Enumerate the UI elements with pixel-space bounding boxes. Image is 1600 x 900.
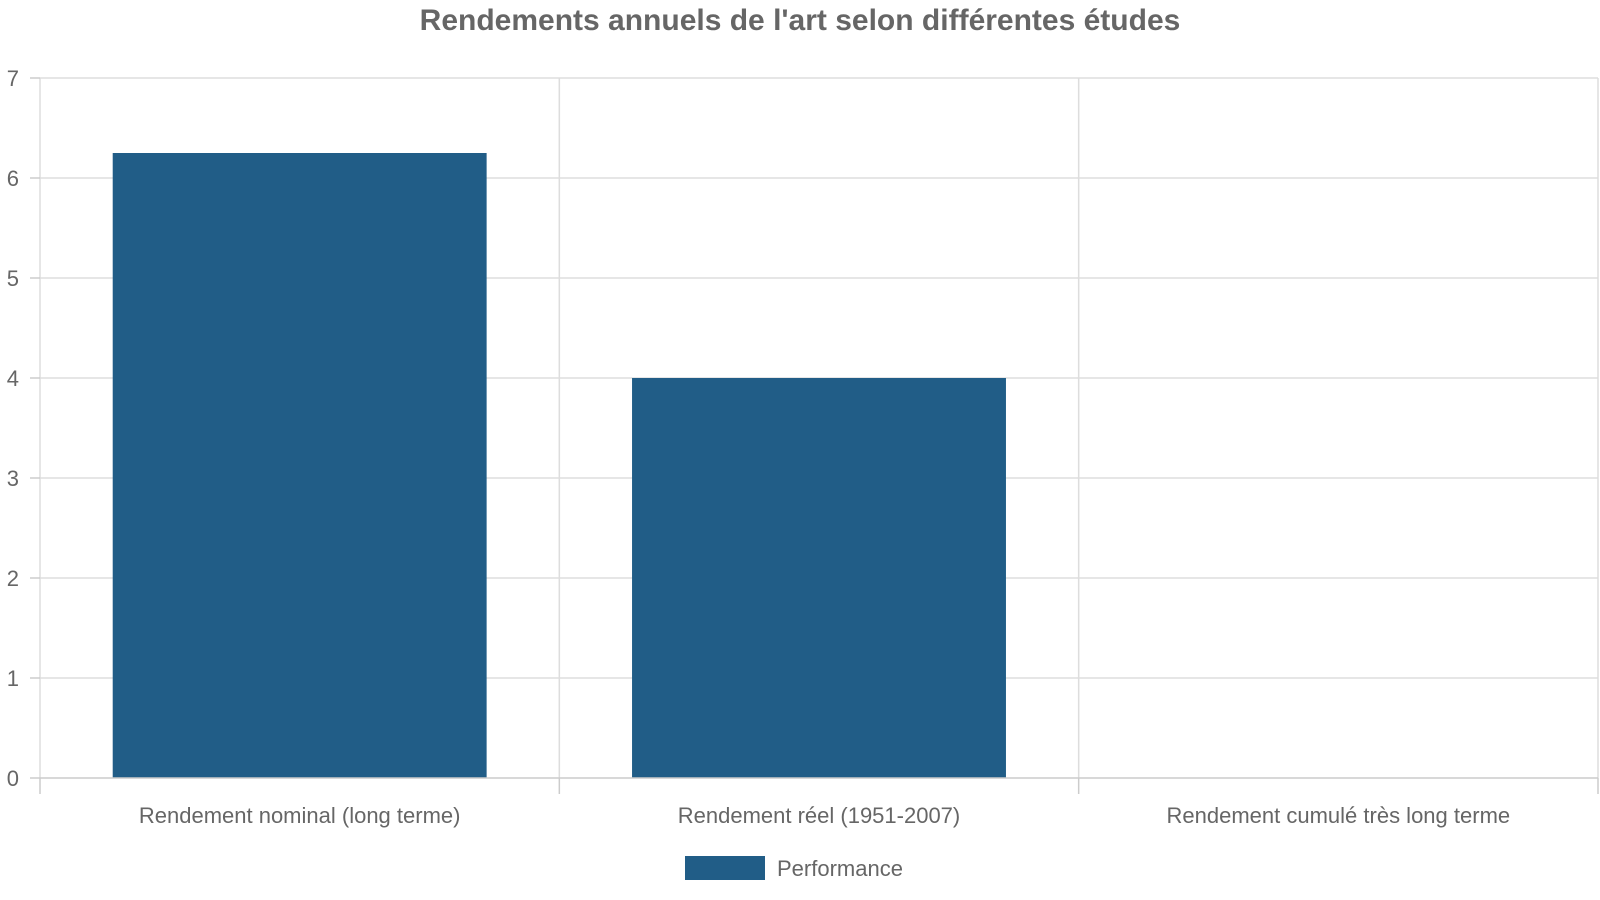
bar-2 [632, 378, 1006, 778]
legend-swatch [685, 856, 765, 880]
legend-label: Performance [777, 856, 903, 881]
x-category-label: Rendement nominal (long terme) [139, 803, 461, 828]
chart-title: Rendements annuels de l'art selon différ… [420, 4, 1181, 37]
bar-1 [112, 153, 487, 778]
y-tick-label: 1 [7, 666, 19, 691]
y-tick-label: 3 [7, 466, 19, 491]
bars [112, 153, 1006, 778]
y-tick-label: 5 [7, 266, 19, 291]
x-category-label: Rendement cumulé très long terme [1167, 803, 1511, 828]
y-tick-label: 6 [7, 166, 19, 191]
y-tick-label: 4 [7, 366, 19, 391]
y-axis-ticks: 0 1 2 3 4 5 6 7 [7, 66, 40, 791]
y-tick-label: 0 [7, 766, 19, 791]
y-tick-label: 7 [7, 66, 19, 91]
y-tick-label: 2 [7, 566, 19, 591]
axes [39, 777, 1599, 794]
legend: Performance [685, 856, 903, 881]
x-category-label: Rendement réel (1951-2007) [678, 803, 961, 828]
x-axis-labels: Rendement nominal (long terme) Rendement … [139, 803, 1510, 828]
